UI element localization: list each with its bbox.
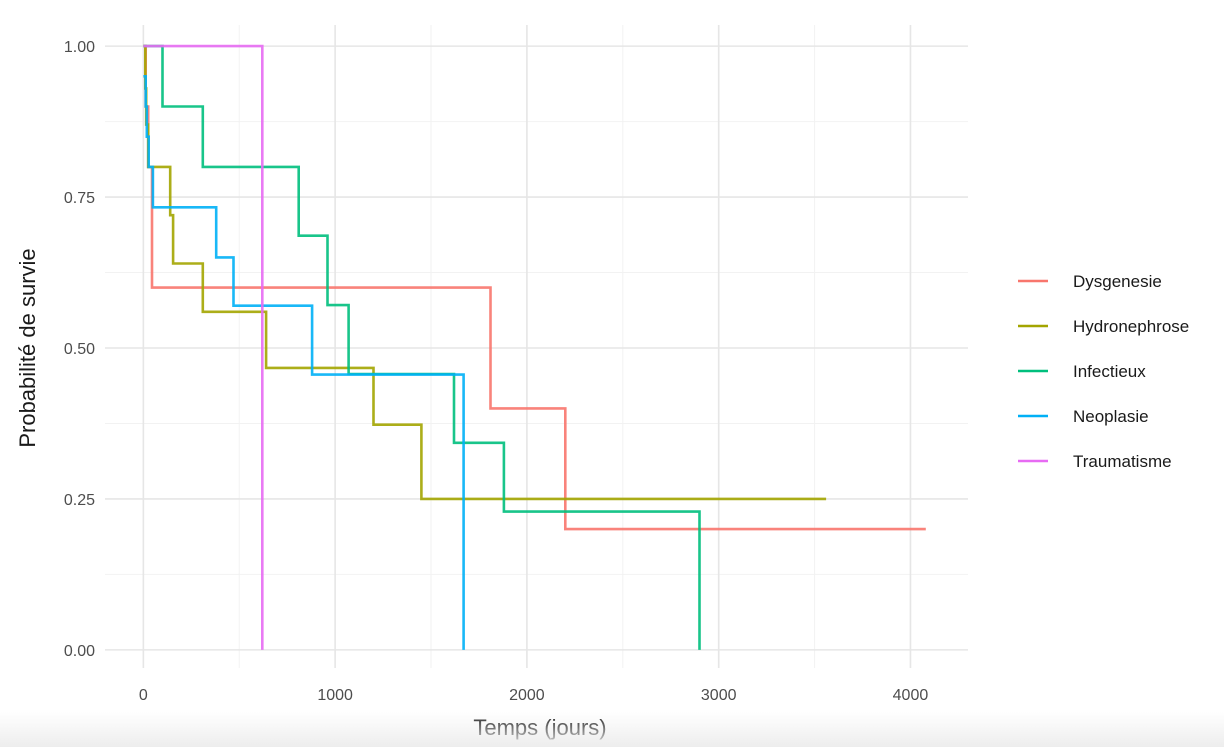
y-tick-label: 0.75 [64,190,95,207]
legend-label-neoplasie: Neoplasie [1073,407,1149,426]
y-tick-label: 0.00 [64,643,95,660]
x-tick-label: 1000 [317,687,353,704]
x-axis-title: Temps (jours) [473,715,606,740]
legend: Dysgenesie Hydronephrose Infectieux Neoplas… [1018,272,1189,471]
series-line-infectieux [143,44,701,650]
legend-label-hydronephrose: Hydronephrose [1073,317,1189,336]
x-tick-label: 2000 [509,687,545,704]
x-tick-label: 4000 [893,687,929,704]
legend-label-traumatisme: Traumatisme [1073,452,1172,471]
x-tick-label: 0 [139,687,148,704]
series-line-dysgenesie [143,44,926,531]
series-line-traumatisme [143,44,264,650]
plot-series [143,44,926,650]
y-tick-label: 0.50 [64,341,95,358]
grid [105,25,968,668]
y-axis-title: Probabilité de survie [15,248,40,447]
x-tick-label: 3000 [701,687,737,704]
y-tick-label: 0.25 [64,492,95,509]
legend-label-dysgenesie: Dysgenesie [1073,272,1162,291]
series-line-neoplasie [143,75,465,650]
axes: Temps (jours) Probabilité de survie 0 100… [15,39,928,740]
legend-label-infectieux: Infectieux [1073,362,1146,381]
y-tick-label: 1.00 [64,39,95,56]
